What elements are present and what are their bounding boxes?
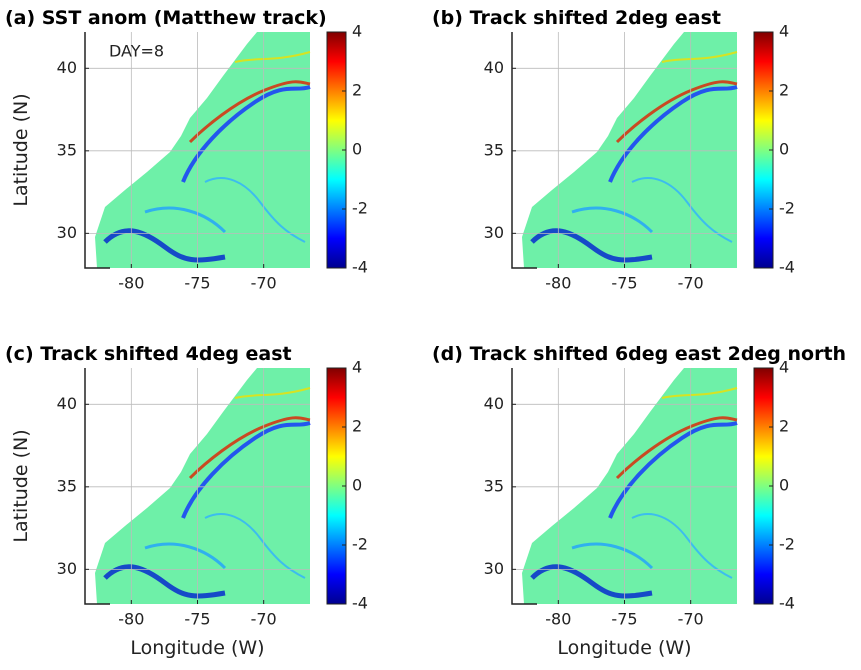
colorbar-tick-label: -2	[352, 199, 368, 218]
x-tick-label: -70	[678, 274, 704, 293]
colorbar-tick-label: 2	[352, 81, 362, 100]
sst-feature	[661, 387, 738, 399]
y-tick-label: 30	[484, 223, 504, 242]
colorbar-tick-label: -4	[779, 594, 795, 613]
y-tick-label: 35	[484, 140, 504, 159]
colorbar-tick-label: 0	[352, 476, 362, 495]
colorbar-tick-label: 0	[352, 140, 362, 159]
sst-feature	[234, 51, 311, 63]
sst-feature	[615, 80, 738, 144]
colorbar-tick-label: -4	[352, 258, 368, 277]
colorbar-tick-label: -2	[352, 535, 368, 554]
sst-feature	[181, 421, 311, 519]
sst-feature	[571, 206, 654, 234]
colorbar-tick-label: 2	[779, 81, 789, 100]
sst-feature	[103, 228, 226, 263]
panel-title: (b) Track shifted 2deg east	[432, 7, 721, 29]
y-tick-label: 40	[57, 58, 77, 77]
x-axis-label: Longitude (W)	[557, 637, 691, 659]
sst-feature	[571, 542, 654, 570]
panel-title: (d) Track shifted 6deg east 2deg north	[432, 343, 846, 365]
y-axis-label: Latitude (N)	[10, 429, 32, 542]
sst-feature	[181, 85, 311, 183]
y-tick-label: 40	[484, 394, 504, 413]
sst-feature	[631, 513, 733, 579]
annotation: DAY=8	[109, 42, 164, 61]
colorbar-tick-label: 0	[779, 476, 789, 495]
x-tick-label: -75	[611, 610, 637, 629]
y-tick-label: 30	[57, 223, 77, 242]
sst-feature	[530, 564, 653, 599]
sst-feature	[204, 513, 306, 579]
y-tick-label: 30	[57, 559, 77, 578]
sst-feature	[188, 80, 311, 144]
x-axis-label: Longitude (W)	[130, 637, 264, 659]
sst-feature	[631, 177, 733, 243]
y-tick-label: 35	[484, 476, 504, 495]
panel-title: (c) Track shifted 4deg east	[5, 343, 292, 365]
x-tick-label: -70	[678, 610, 704, 629]
colorbar-tick-label: -4	[352, 594, 368, 613]
x-tick-label: -75	[184, 610, 210, 629]
sst-feature	[204, 177, 306, 243]
sst-feature	[615, 416, 738, 480]
panel-title: (a) SST anom (Matthew track)	[5, 7, 327, 29]
sst-feature	[144, 206, 227, 234]
colorbar-tick-label: 2	[352, 417, 362, 436]
colorbar-tick-label: -2	[779, 199, 795, 218]
sst-feature	[234, 387, 311, 399]
x-tick-label: -70	[251, 274, 277, 293]
colorbar-tick-label: 0	[779, 140, 789, 159]
sst-feature	[530, 228, 653, 263]
colorbar-tick-label: 2	[779, 417, 789, 436]
x-tick-label: -80	[545, 274, 571, 293]
x-tick-label: -80	[545, 610, 571, 629]
x-tick-label: -80	[118, 610, 144, 629]
axis-line	[84, 32, 110, 269]
axis-line	[511, 368, 537, 605]
y-tick-label: 35	[57, 476, 77, 495]
colorbar-tick-label: -4	[779, 258, 795, 277]
colorbar-tick-label: 4	[352, 358, 362, 377]
y-axis-label: Latitude (N)	[10, 93, 32, 206]
colorbar-tick-label: 4	[779, 22, 789, 41]
x-tick-label: -70	[251, 610, 277, 629]
x-tick-label: -80	[118, 274, 144, 293]
colorbar-tick-label: -2	[779, 535, 795, 554]
sst-feature	[144, 542, 227, 570]
x-tick-label: -75	[184, 274, 210, 293]
x-tick-label: -75	[611, 274, 637, 293]
axis-line	[511, 32, 537, 269]
sst-feature	[661, 51, 738, 63]
colorbar-tick-label: 4	[779, 358, 789, 377]
y-tick-label: 30	[484, 559, 504, 578]
sst-feature	[103, 564, 226, 599]
y-tick-label: 35	[57, 140, 77, 159]
y-tick-label: 40	[484, 58, 504, 77]
colorbar-tick-label: 4	[352, 22, 362, 41]
axis-line	[84, 368, 110, 605]
y-tick-label: 40	[57, 394, 77, 413]
sst-feature	[608, 85, 738, 183]
sst-feature	[188, 416, 311, 480]
sst-feature	[608, 421, 738, 519]
